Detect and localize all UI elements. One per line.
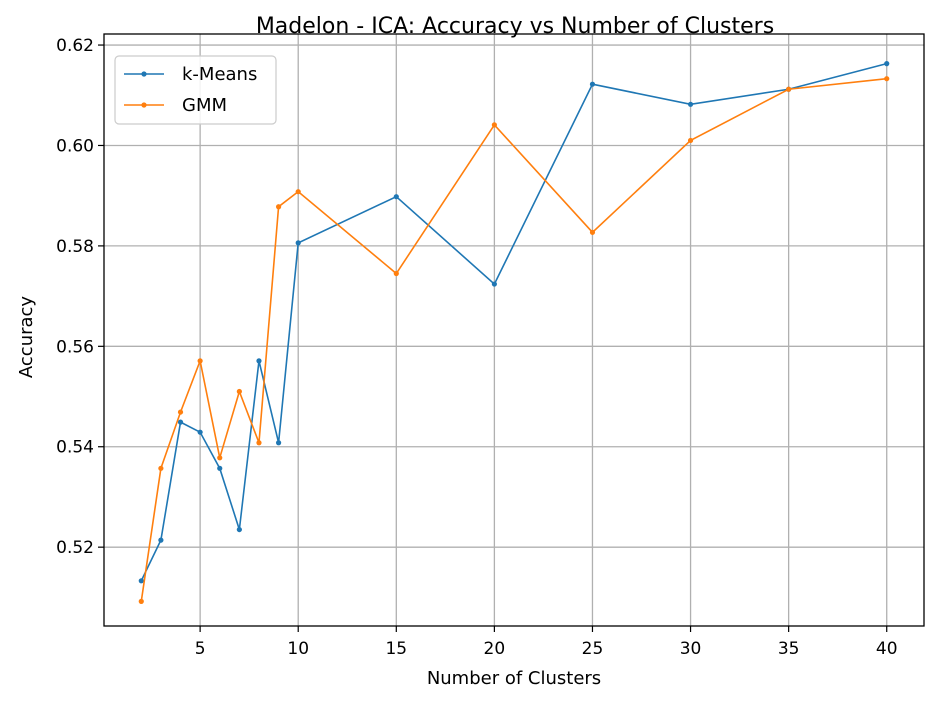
x-tick-label: 15 [385,639,407,659]
x-tick-label: 5 [195,639,206,659]
legend-label-gmm: GMM [182,95,227,116]
data-point-gmm [256,440,262,446]
y-tick-label: 0.52 [56,538,94,558]
data-point-k-means [275,440,282,446]
data-point-k-means [393,194,399,200]
x-tick-label: 35 [778,639,800,659]
x-tick-label: 40 [876,639,898,659]
data-point-k-means [177,419,184,425]
data-point-gmm [393,270,399,277]
y-axis-title: Accuracy [16,296,37,379]
x-tick-label: 20 [484,639,506,659]
y-tick-label: 0.54 [56,438,94,458]
data-point-k-means [158,537,164,543]
y-axis: 0.52 0.54 0.56 0.58 0.60 0.62 [56,36,104,558]
legend-box [114,55,277,125]
data-point-gmm [177,409,184,415]
y-tick-label: 0.58 [56,237,94,257]
series-k-means [138,61,890,584]
data-point-gmm [295,189,301,195]
data-point-k-means [589,81,596,87]
data-point-k-means [491,281,497,287]
chart-title: Madelon - ICA: Accuracy vs Number of Clu… [256,14,774,39]
x-tick-label: 10 [287,639,309,659]
y-tick-label: 0.60 [56,136,94,156]
x-tick-label: 25 [582,639,604,659]
data-point-gmm [138,598,144,604]
data-point-gmm [884,76,890,82]
data-point-gmm [217,455,223,461]
data-point-k-means [256,358,262,364]
legend-label-k-means: k-Means [182,64,257,85]
y-tick-label: 0.56 [56,337,94,357]
data-point-k-means [236,526,242,533]
legend: k-Means GMM [114,55,277,125]
legend-marker-k-means [141,71,147,77]
series-gmm [138,76,890,604]
x-axis-title: Number of Clusters [427,668,601,689]
series-layer [138,61,890,604]
data-point-k-means [217,465,223,471]
data-point-gmm [275,204,282,210]
y-tick-label: 0.62 [56,36,94,56]
data-point-gmm [786,86,792,92]
data-point-gmm [197,358,203,364]
data-point-gmm [158,465,164,471]
legend-marker-gmm [141,102,147,108]
x-axis: 5 10 15 20 25 30 35 40 [195,626,898,659]
plot-frame [103,33,925,627]
data-point-gmm [589,229,596,235]
data-point-k-means [197,429,203,435]
grid [104,34,924,626]
data-point-k-means [687,101,694,107]
data-point-gmm [687,137,694,144]
x-tick-label: 30 [680,639,702,659]
data-point-k-means [884,61,890,67]
data-point-gmm [236,388,242,395]
data-point-k-means [138,578,144,584]
data-point-k-means [295,240,301,246]
data-point-gmm [491,122,497,128]
